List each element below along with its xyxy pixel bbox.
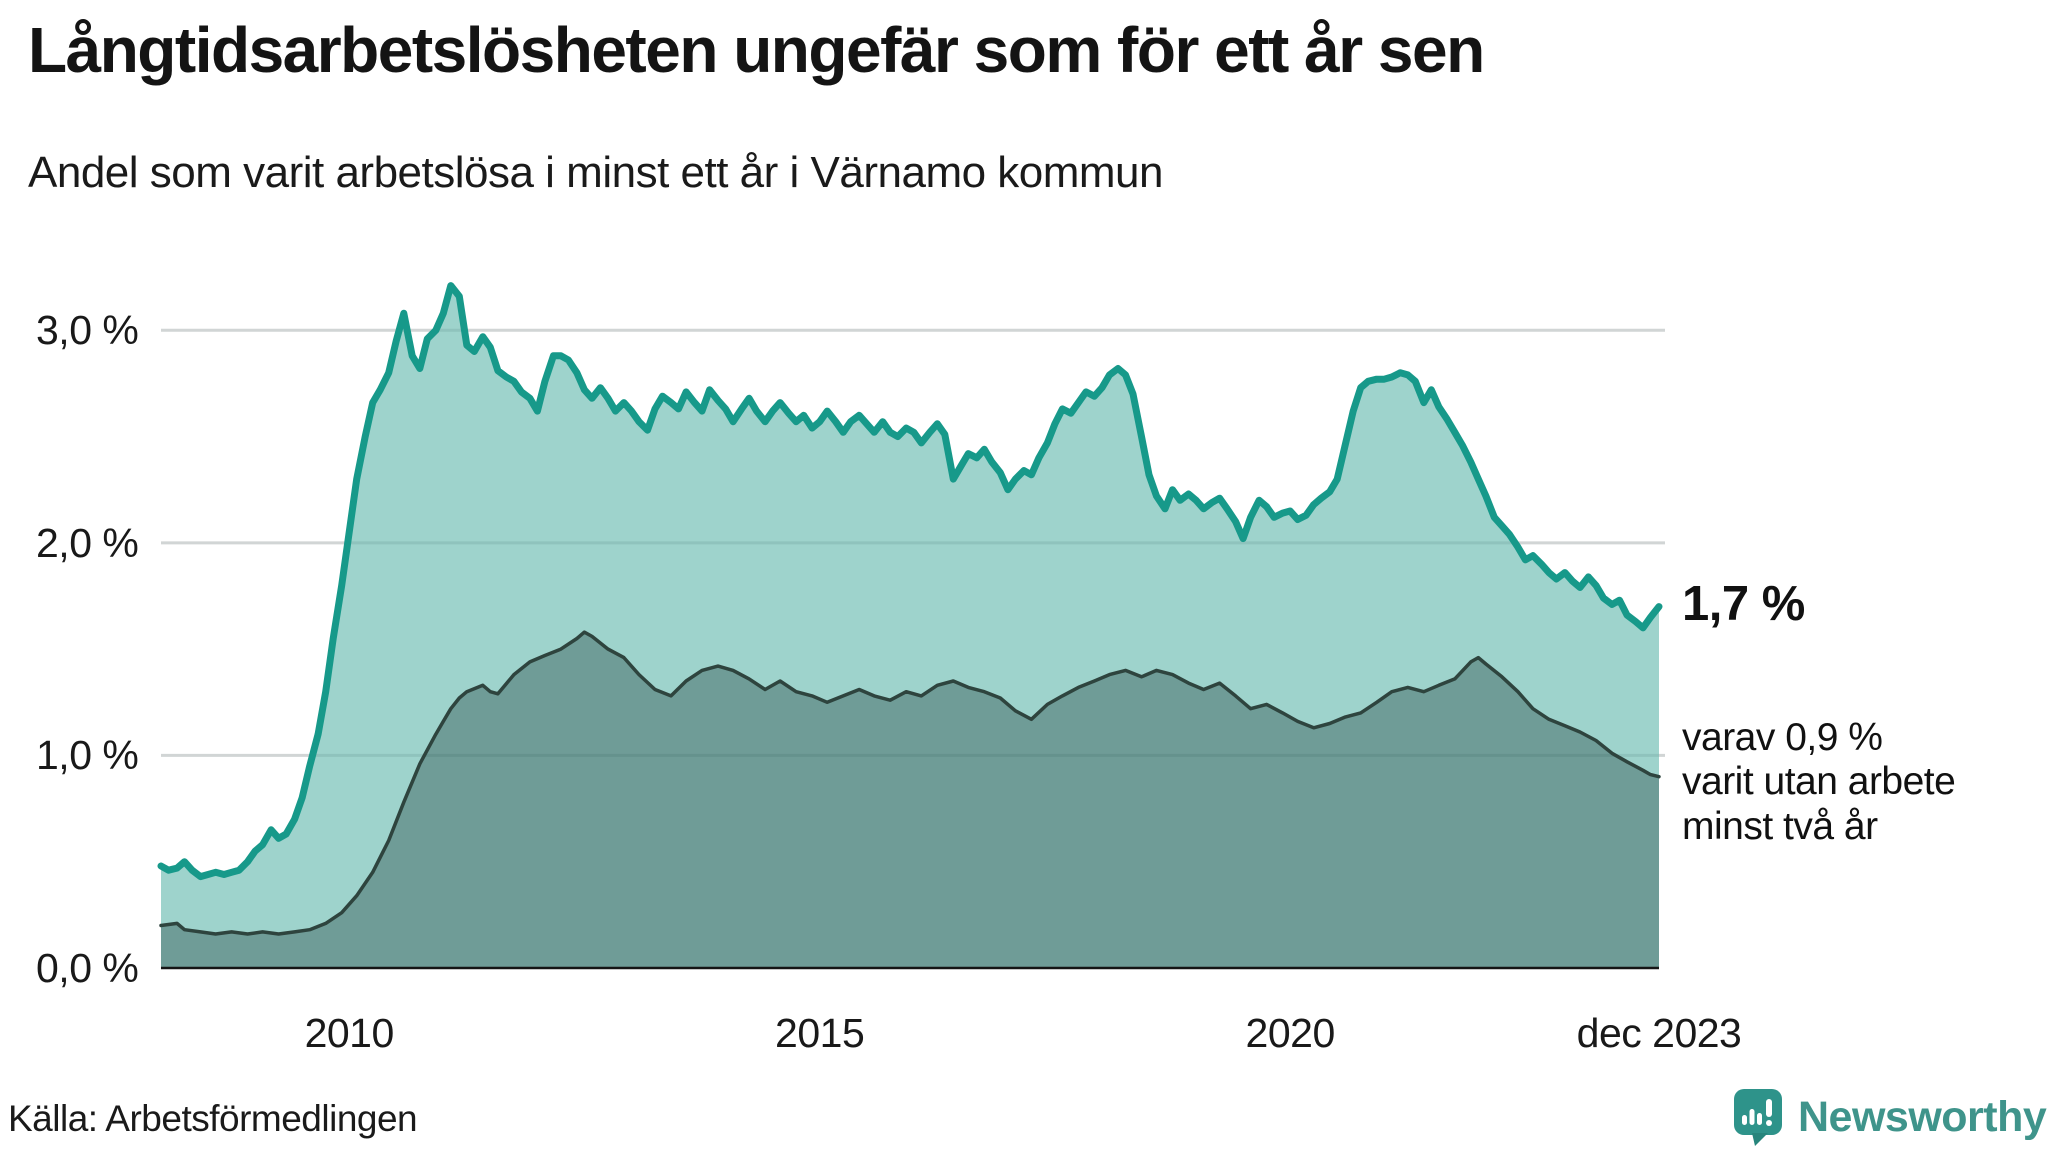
newsworthy-logo-text: Newsworthy [1798,1092,2047,1141]
secondary-value-annotation: varav 0,9 % varit utan arbete minst två … [1682,716,1956,849]
y-tick-label: 3,0 % [36,307,139,354]
line-minst-tva-ar [159,630,1661,936]
page-subtitle: Andel som varit arbetslösa i minst ett å… [28,148,1164,197]
line-minst-ett-ar [157,282,1663,881]
x-tick-label: 2020 [1245,1010,1336,1056]
source-credit: Källa: Arbetsförmedlingen [8,1098,418,1139]
area-minst-tva-ar [161,632,1659,968]
newsworthy-logo-icon [1734,1089,1782,1146]
latest-value-annotation: 1,7 % [1682,577,1805,631]
y-tick-label: 1,0 % [36,732,139,779]
page-title: Långtidsarbetslösheten ungefär som för e… [28,14,1485,86]
newsworthy-logo: Newsworthy [1733,1088,2047,1146]
secondary-annotation-line2: varit utan arbete [1682,760,1956,804]
secondary-annotation-line1: varav 0,9 % [1682,716,1883,759]
y-tick-label: 0,0 % [36,945,139,991]
x-tick-label: dec 2023 [1576,1010,1742,1056]
x-tick-label: 2015 [775,1010,865,1056]
x-tick-label: 2010 [304,1010,395,1056]
secondary-annotation-line3: minst två år [1682,804,1878,848]
y-tick-label: 2,0 % [36,519,139,566]
